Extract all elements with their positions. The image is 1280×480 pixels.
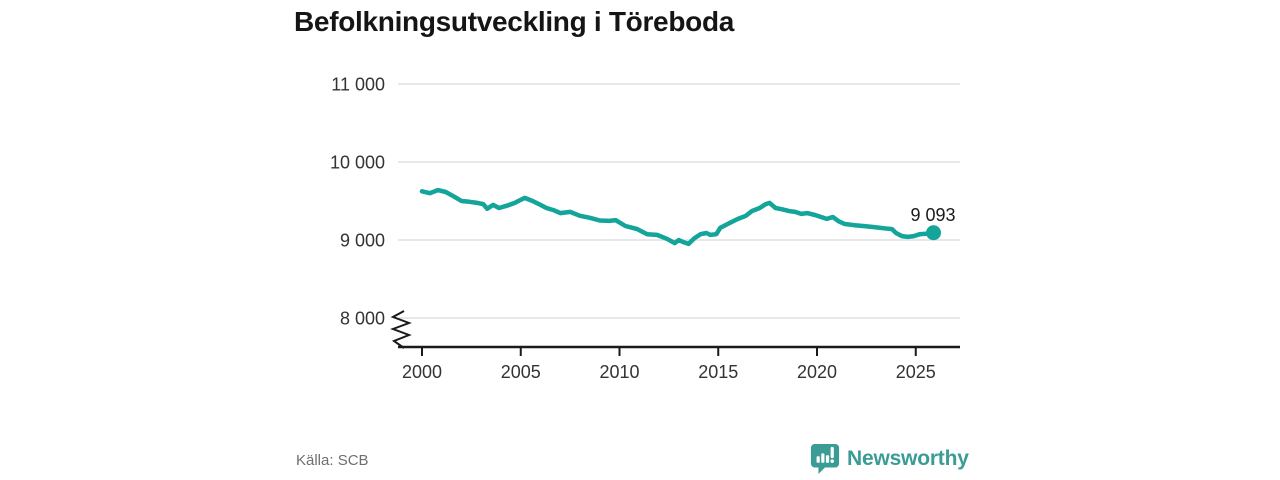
x-tick-label: 2005 — [501, 362, 541, 382]
newsworthy-logo: Newsworthy — [810, 443, 969, 475]
newsworthy-wordmark: Newsworthy — [847, 447, 969, 470]
axis-break-icon — [390, 310, 412, 349]
last-point-marker — [926, 225, 942, 241]
y-tick-label: 10 000 — [330, 153, 385, 173]
series-group — [419, 187, 942, 247]
newsworthy-bubble-chart-icon — [810, 444, 840, 474]
series-line — [419, 187, 936, 247]
gridlines-group — [398, 83, 960, 319]
y-tick-label: 11 000 — [331, 75, 385, 95]
y-tick-label: 8 000 — [340, 309, 385, 329]
x-tick-label: 2000 — [402, 362, 442, 382]
y-axis-labels-group: 11 000 10 000 9 000 8 000 — [330, 75, 385, 329]
x-tick-label: 2020 — [797, 362, 837, 382]
y-tick-label: 9 000 — [340, 231, 385, 251]
x-tick-label: 2010 — [599, 362, 639, 382]
chart-title: Befolkningsutveckling i Töreboda — [294, 6, 735, 37]
x-axis-group: 2000 2005 2010 2015 2020 2025 — [390, 310, 960, 382]
source-note: Källa: SCB — [296, 452, 369, 469]
last-value-label: 9 093 — [910, 205, 955, 225]
x-tick-label: 2025 — [896, 362, 936, 382]
x-tick-label: 2015 — [698, 362, 738, 382]
